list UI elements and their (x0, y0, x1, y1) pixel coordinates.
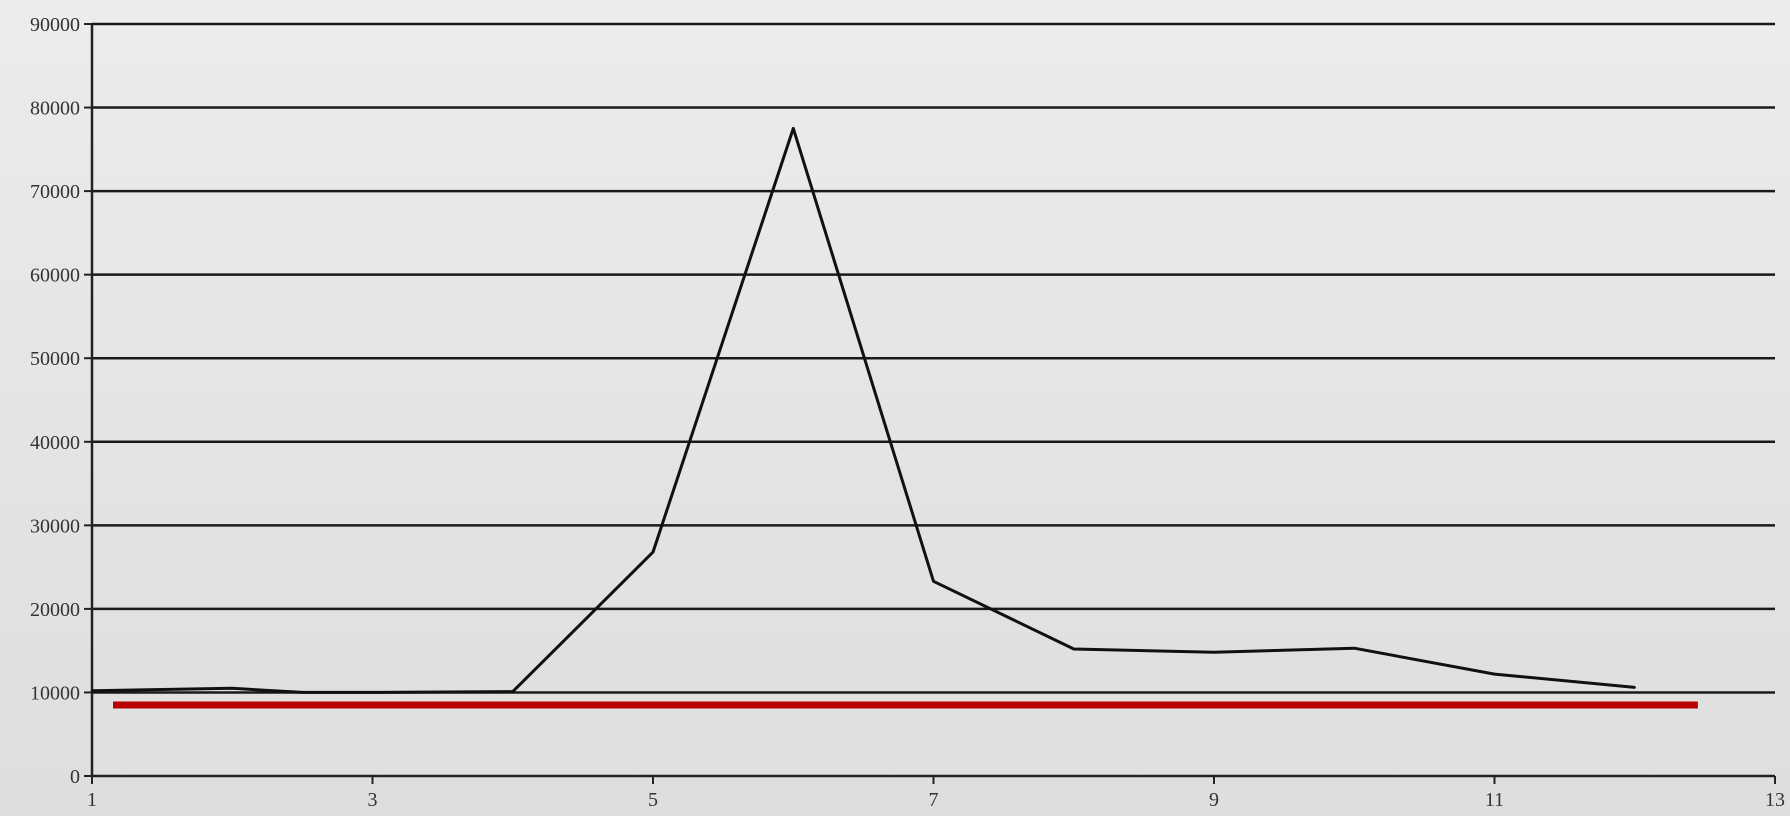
y-tick-label-60000: 60000 (30, 265, 80, 287)
y-axis-ticks: 0 10000 20000 30000 40000 50000 60000 70000 8000… (30, 14, 92, 788)
gridlines (92, 22, 1775, 694)
x-tick-label-9: 9 (1209, 789, 1219, 811)
data-point-0-7 (932, 580, 935, 583)
y-tick-label-0: 0 (70, 766, 80, 788)
y-tick-label-10000: 10000 (30, 682, 80, 704)
y-tick-label-70000: 70000 (30, 181, 80, 203)
data-point-0-8 (1072, 647, 1075, 651)
data-point-0-6 (792, 127, 795, 130)
x-axis-ticks: 1 3 5 7 9 11 13 (87, 776, 1785, 811)
y-tick-label-30000: 30000 (30, 515, 80, 537)
data-point-0-0 (90, 689, 94, 692)
data-point-0-9 (1212, 651, 1216, 654)
x-tick-label-13: 13 (1765, 789, 1785, 811)
series-layer (90, 126, 1636, 694)
data-point-0-1 (231, 687, 234, 690)
y-tick-label-50000: 50000 (30, 348, 80, 370)
x-tick-label-7: 7 (929, 789, 939, 811)
y-tick-label-20000: 20000 (30, 599, 80, 621)
data-point-0-3 (371, 691, 374, 694)
y-tick-label-80000: 80000 (30, 98, 80, 120)
data-point-0-4 (511, 690, 514, 693)
data-point-0-11 (1493, 672, 1496, 676)
data-point-0-12 (1633, 686, 1636, 689)
data-point-0-2 (301, 691, 304, 694)
x-tick-label-1: 1 (87, 789, 97, 811)
y-tick-label-40000: 40000 (30, 432, 80, 454)
x-tick-label-11: 11 (1485, 789, 1504, 811)
data-point-0-10 (1353, 646, 1356, 650)
x-tick-label-5: 5 (648, 789, 658, 811)
axes (90, 24, 1775, 778)
y-tick-label-90000: 90000 (30, 14, 80, 36)
x-tick-label-3: 3 (368, 789, 378, 811)
data-point-0-5 (651, 550, 655, 554)
